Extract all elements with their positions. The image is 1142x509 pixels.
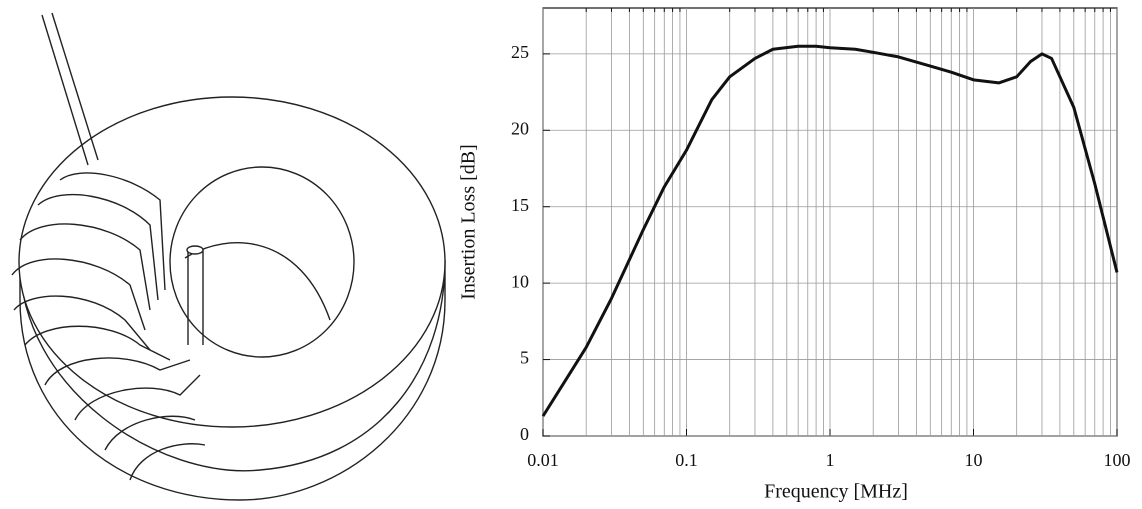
x-tick-label: 1 <box>826 450 835 470</box>
y-tick-label: 0 <box>520 424 529 444</box>
y-tick-label: 20 <box>511 118 529 138</box>
x-tick-label: 100 <box>1104 450 1131 470</box>
chart: Frequency [MHz] Insertion Loss [dB] 0.01… <box>458 7 1131 503</box>
y-tick-label: 25 <box>511 42 529 62</box>
x-axis-label: Frequency [MHz] <box>764 481 908 503</box>
y-tick-label: 5 <box>520 348 529 368</box>
x-tick-label: 0.01 <box>527 450 559 470</box>
y-tick-label: 15 <box>511 195 529 215</box>
toroid-illustration <box>11 12 446 501</box>
winding <box>11 172 206 481</box>
y-axis-label: Insertion Loss [dB] <box>458 144 480 300</box>
x-tick-label: 0.1 <box>675 450 698 470</box>
data-line <box>541 44 1119 417</box>
x-tick-label: 10 <box>965 450 983 470</box>
y-tick-label: 10 <box>511 271 529 291</box>
